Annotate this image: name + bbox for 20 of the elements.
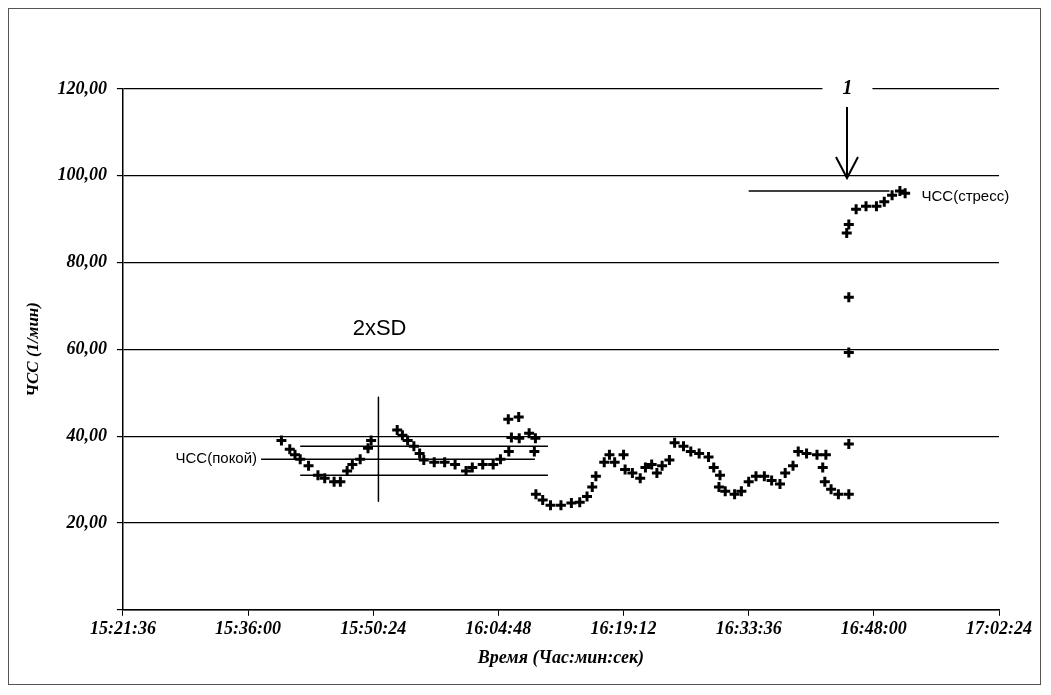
y-tick-label: 120,00	[57, 77, 107, 98]
x-tick-label: 16:04:48	[465, 618, 532, 639]
x-tick-label: 17:02:24	[966, 618, 1032, 639]
x-axis-title: Время (Час:мин:сек)	[476, 646, 645, 668]
x-tick-label: 15:21:36	[89, 618, 156, 639]
x-tick-label: 16:33:36	[715, 618, 782, 639]
series-label: ЧСС(покой)	[175, 449, 258, 467]
y-tick-label: 100,00	[57, 164, 107, 185]
annotation: 1	[842, 76, 853, 99]
y-axis-title: ЧСС (1/мин)	[22, 302, 42, 397]
x-tick-label: 15:50:24	[340, 618, 407, 639]
annotation: 2xSD	[352, 314, 407, 340]
y-tick-label: 20,00	[65, 511, 107, 532]
x-tick-label: 15:36:00	[215, 618, 282, 639]
y-tick-label: 60,00	[66, 338, 107, 359]
x-tick-label: 16:48:00	[840, 618, 907, 639]
text: ЧСС(стресс)	[921, 187, 1010, 205]
x-tick-label: 16:19:12	[590, 618, 657, 639]
y-tick-label: 40,00	[65, 424, 107, 445]
y-tick-label: 80,00	[66, 251, 107, 272]
